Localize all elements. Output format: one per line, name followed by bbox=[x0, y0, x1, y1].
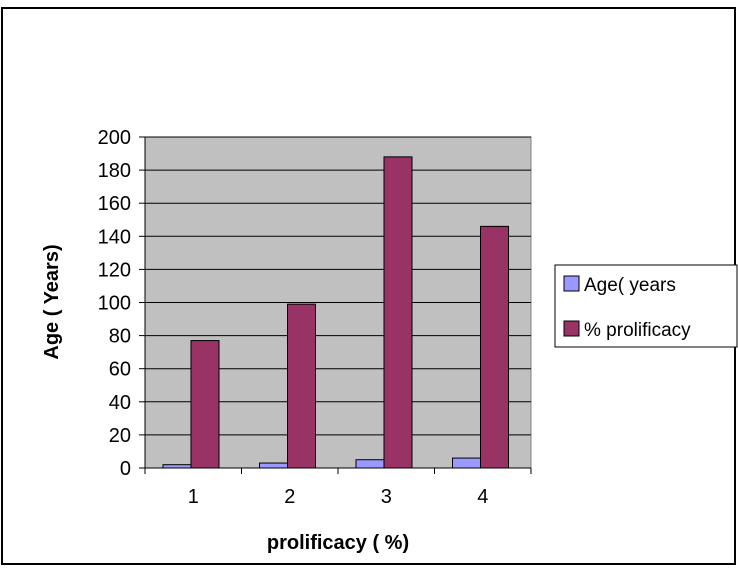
y-tick-label: 20 bbox=[109, 425, 131, 447]
y-tick-label: 200 bbox=[98, 127, 131, 149]
y-tick-label: 120 bbox=[98, 259, 131, 281]
y-tick-label: 160 bbox=[98, 193, 131, 215]
y-tick-label: 40 bbox=[109, 392, 131, 414]
legend-swatch-prolificacy bbox=[563, 320, 580, 337]
x-tick-label: 2 bbox=[284, 486, 295, 508]
y-tick-label: 140 bbox=[98, 226, 131, 248]
gridlines bbox=[145, 136, 531, 436]
legend-label-prolificacy: % prolificacy bbox=[584, 320, 691, 341]
bar-age bbox=[259, 462, 288, 469]
bar-prolificacy bbox=[480, 225, 509, 469]
legend-box bbox=[554, 264, 738, 348]
bar-age bbox=[452, 457, 481, 469]
y-axis-title: Age ( Years) bbox=[41, 244, 63, 359]
bar-age bbox=[355, 459, 385, 469]
y-tick-label: 180 bbox=[98, 160, 131, 182]
legend: Age( years % prolificacy bbox=[554, 264, 738, 348]
bar-prolificacy bbox=[190, 340, 220, 469]
y-tick-label: 100 bbox=[98, 293, 131, 315]
legend-label-age: Age( years bbox=[584, 275, 676, 296]
x-tick-label: 1 bbox=[188, 486, 199, 508]
y-tick-label: 60 bbox=[109, 359, 131, 381]
x-tick-label: 3 bbox=[381, 486, 392, 508]
y-tick-label: 80 bbox=[109, 326, 131, 348]
y-tick-label: 0 bbox=[120, 458, 131, 480]
legend-swatch-age bbox=[563, 275, 580, 292]
axes: 0 20 40 60 80 100 120 140 160 180 200 1 2 3 4 bbox=[98, 127, 532, 508]
x-tick-label: 4 bbox=[477, 486, 488, 508]
bars bbox=[162, 156, 509, 469]
x-axis-title: prolificacy ( %) bbox=[267, 532, 409, 554]
bar-prolificacy bbox=[287, 303, 316, 469]
bar-prolificacy bbox=[383, 156, 413, 469]
